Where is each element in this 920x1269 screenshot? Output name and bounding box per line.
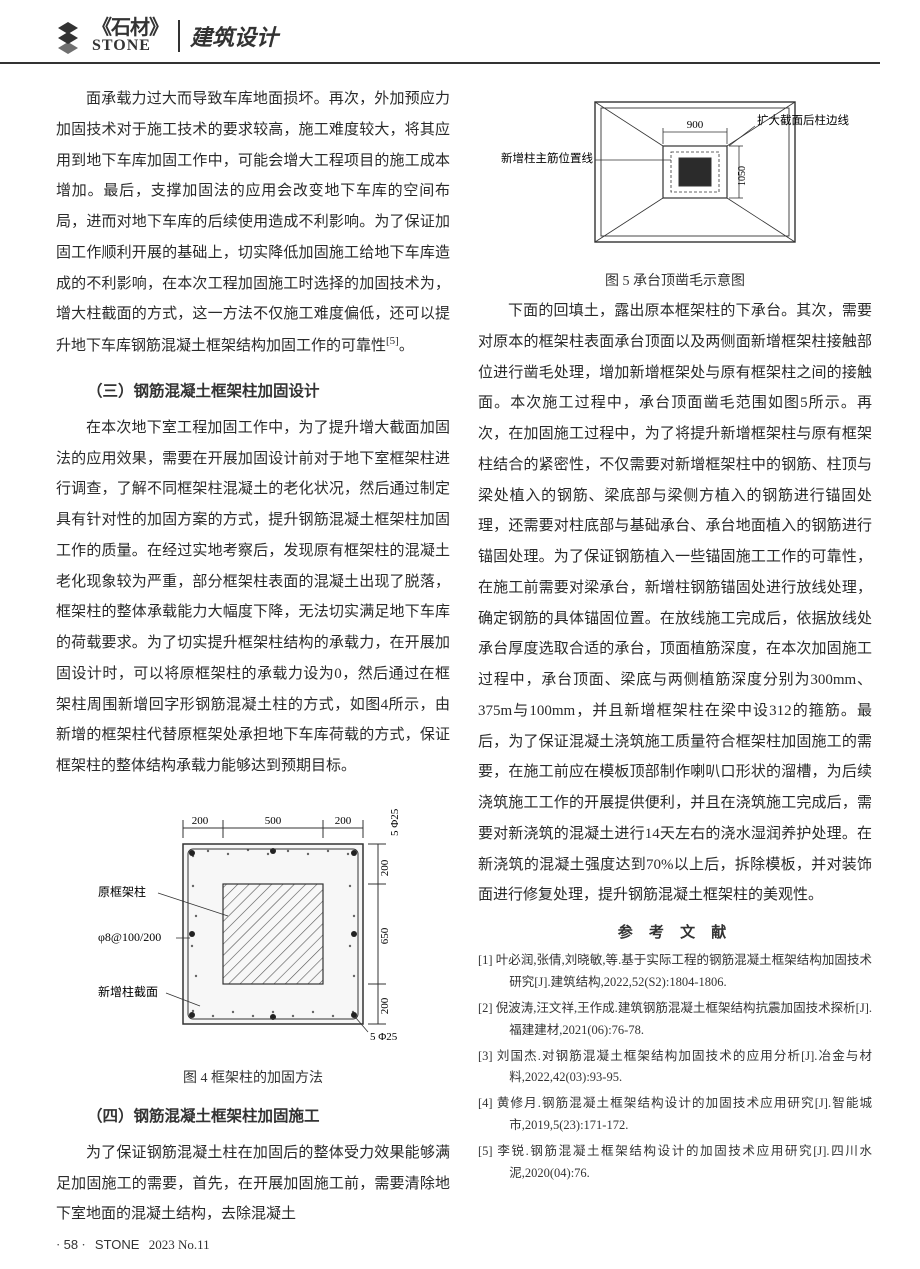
- left-column: 面承载力过大而导致车库地面损坏。再次，外加预应力加固技术对于施工技术的要求较高，…: [56, 84, 450, 1230]
- left-p1: 面承载力过大而导致车库地面损坏。再次，外加预应力加固技术对于施工技术的要求较高，…: [56, 84, 450, 362]
- fig5-dim-h: 1050: [737, 166, 748, 186]
- left-p2: 在本次地下室工程加固工作中，为了提升增大截面加固法的应用效果，需要在开展加固设计…: [56, 413, 450, 782]
- page-header: 《石材》 STONE 建筑设计: [0, 0, 880, 64]
- label-rebar-bot: 5 Φ25: [370, 1031, 398, 1043]
- figure-4: 200 500 200: [56, 796, 450, 1087]
- footer-issue: 2023 No.11: [149, 1237, 210, 1252]
- logo-cn: 《石材》: [92, 18, 168, 38]
- dim-left: 200: [192, 815, 209, 827]
- figure-4-svg: 200 500 200: [88, 796, 418, 1056]
- fig5-dim-w: 900: [687, 119, 704, 131]
- header-section-title: 建筑设计: [190, 20, 278, 52]
- fig5-label-rebar: 新增柱主筋位置线: [501, 151, 593, 165]
- label-rebar-top: 5 Φ25: [389, 808, 401, 836]
- dim-mid-v: 650: [379, 927, 391, 944]
- ref-item: [4] 黄修月.钢筋混凝土框架结构设计的加固技术应用研究[J].智能城市,201…: [478, 1093, 872, 1137]
- references-list: [1] 叶必润,张倩,刘晓敏,等.基于实际工程的钢筋混凝土框架结构加固技术研究[…: [478, 950, 872, 1185]
- ref-item: [3] 刘国杰.对钢筋混凝土框架结构加固技术的应用分析[J].冶金与材料,202…: [478, 1046, 872, 1090]
- label-stirrup: φ8@100/200: [98, 930, 161, 944]
- header-divider: [178, 20, 180, 52]
- left-p1-text: 面承载力过大而导致车库地面损坏。再次，外加预应力加固技术对于施工技术的要求较高，…: [56, 91, 450, 354]
- ref-item: [5] 李锐.钢筋混凝土框架结构设计的加固技术应用研究[J].四川水泥,2020…: [478, 1141, 872, 1185]
- logo-text: 《石材》 STONE: [92, 18, 168, 54]
- content-area: 面承载力过大而导致车库地面损坏。再次，外加预应力加固技术对于施工技术的要求较高，…: [0, 84, 920, 1230]
- logo-en: STONE: [92, 38, 168, 54]
- figure-5-caption: 图 5 承台顶凿毛示意图: [478, 270, 872, 290]
- ref-item: [1] 叶必润,张倩,刘晓敏,等.基于实际工程的钢筋混凝土框架结构加固技术研究[…: [478, 950, 872, 994]
- dim-bot-v: 200: [379, 997, 391, 1014]
- logo-icon: [50, 18, 86, 54]
- label-new-section: 新增柱截面: [98, 984, 158, 999]
- logo-block: 《石材》 STONE: [50, 18, 168, 54]
- left-p1-tail: 。: [399, 338, 414, 354]
- left-p3: 为了保证钢筋混凝土柱在加固后的整体受力效果能够满足加固施工的需要，首先，在开展加…: [56, 1138, 450, 1230]
- figure-5-svg: 900 1050 扩大截面后柱边线 新增柱主筋位置线: [495, 84, 855, 259]
- figure-5: 900 1050 扩大截面后柱边线 新增柱主筋位置线 图 5 承台顶凿毛示意图: [478, 84, 872, 290]
- dim-right: 200: [335, 815, 352, 827]
- heading-4: （四）钢筋混凝土框架柱加固施工: [56, 1101, 450, 1132]
- footer-brand: STONE: [95, 1237, 140, 1252]
- page-number: 58: [64, 1237, 78, 1252]
- heading-3: （三）钢筋混凝土框架柱加固设计: [56, 376, 450, 407]
- ref-item: [2] 倪波涛,汪文祥,王作成.建筑钢筋混凝土框架结构抗震加固技术探析[J].福…: [478, 998, 872, 1042]
- left-p1-sup: [5]: [386, 335, 399, 347]
- dim-mid: 500: [265, 815, 282, 827]
- dim-top-v: 200: [379, 859, 391, 876]
- page-footer: · 58 · STONE 2023 No.11: [56, 1237, 210, 1253]
- fig5-label-edge: 扩大截面后柱边线: [757, 113, 849, 127]
- figure-4-caption: 图 4 框架柱的加固方法: [56, 1067, 450, 1087]
- references-heading: 参 考 文 献: [478, 921, 872, 942]
- right-column: 900 1050 扩大截面后柱边线 新增柱主筋位置线 图 5 承台顶凿毛示意图 …: [478, 84, 872, 1230]
- label-orig-col: 原框架柱: [98, 884, 146, 899]
- right-p1: 下面的回填土，露出原本框架柱的下承台。其次，需要对原本的框架柱表面承台顶面以及两…: [478, 296, 872, 911]
